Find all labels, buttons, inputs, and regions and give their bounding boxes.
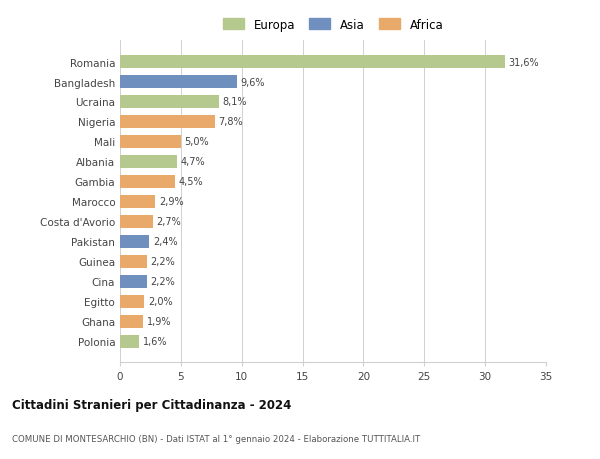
Bar [120, 275, 147, 288]
Text: Cittadini Stranieri per Cittadinanza - 2024: Cittadini Stranieri per Cittadinanza - 2… [12, 398, 292, 412]
Text: 4,7%: 4,7% [181, 157, 205, 167]
Bar [120, 335, 139, 348]
Bar [120, 215, 153, 229]
Text: 2,4%: 2,4% [153, 237, 178, 247]
Bar [120, 255, 147, 268]
Text: 31,6%: 31,6% [508, 57, 539, 67]
Text: COMUNE DI MONTESARCHIO (BN) - Dati ISTAT al 1° gennaio 2024 - Elaborazione TUTTI: COMUNE DI MONTESARCHIO (BN) - Dati ISTAT… [12, 434, 420, 442]
Bar [120, 235, 149, 248]
Text: 1,6%: 1,6% [143, 336, 167, 347]
Bar [120, 96, 218, 109]
Bar [120, 116, 215, 129]
Legend: Europa, Asia, Africa: Europa, Asia, Africa [219, 15, 447, 35]
Text: 2,7%: 2,7% [157, 217, 181, 227]
Bar [120, 136, 181, 149]
Bar [120, 76, 237, 89]
Text: 9,6%: 9,6% [241, 78, 265, 87]
Bar [120, 315, 143, 328]
Text: 1,9%: 1,9% [147, 317, 171, 326]
Bar [120, 196, 155, 208]
Text: 5,0%: 5,0% [185, 137, 209, 147]
Text: 7,8%: 7,8% [218, 117, 243, 127]
Text: 2,2%: 2,2% [151, 277, 175, 287]
Bar [120, 175, 175, 189]
Bar [120, 295, 145, 308]
Text: 2,9%: 2,9% [159, 197, 184, 207]
Bar [120, 56, 505, 69]
Text: 4,5%: 4,5% [178, 177, 203, 187]
Text: 2,2%: 2,2% [151, 257, 175, 267]
Text: 2,0%: 2,0% [148, 297, 173, 307]
Bar [120, 156, 177, 168]
Text: 8,1%: 8,1% [222, 97, 247, 107]
